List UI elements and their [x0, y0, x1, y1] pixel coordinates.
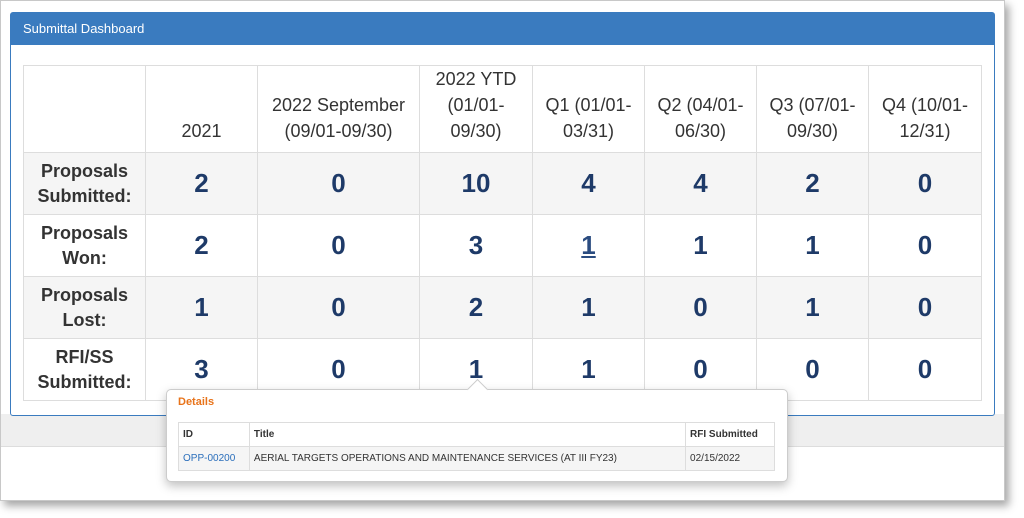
row-label: RFI/SS Submitted: [23, 338, 146, 401]
count: 1 [693, 230, 708, 260]
column-header: Q4 (10/01-12/31) [868, 65, 982, 153]
count: 2 [194, 168, 209, 198]
count-cell: 3 [145, 338, 258, 401]
panel-title: Submittal Dashboard [11, 13, 994, 45]
count-cell: 1 [756, 214, 869, 277]
corner-cell [23, 65, 146, 153]
details-table: ID Title RFI Submitted OPP-00200 AERIAL TARG… [178, 422, 775, 471]
count: 0 [693, 292, 708, 322]
column-header: 2022 September (09/01-09/30) [257, 65, 420, 153]
count-cell: 1 [644, 214, 757, 277]
window: Submittal Dashboard 2021 2022 September (… [0, 0, 1005, 501]
row-label: Proposals Won: [23, 214, 146, 277]
count: 10 [461, 168, 491, 198]
count: 1 [581, 292, 596, 322]
count-cell: 1 [532, 276, 645, 339]
count: 0 [693, 354, 708, 384]
count: 0 [917, 292, 933, 322]
column-header: Q2 (04/01-06/30) [644, 65, 757, 153]
count-cell: 1 [145, 276, 258, 339]
details-cell: 02/15/2022 [685, 446, 775, 471]
details-popover: Details ID Title RFI Submitted OPP-00200 AER… [166, 378, 788, 482]
count-cell: 4 [644, 152, 757, 215]
count: 0 [917, 168, 933, 198]
count: 0 [917, 354, 933, 384]
column-header: 2022 YTD (01/01-09/30) [419, 65, 533, 153]
count: 3 [194, 354, 209, 384]
count-cell: 3 [419, 214, 533, 277]
table-row: Proposals Won: 2 0 3 1 1 1 0 [23, 214, 982, 277]
count-cell: 1 [756, 276, 869, 339]
count: 0 [917, 230, 933, 260]
count: 4 [581, 168, 596, 198]
count: 1 [468, 354, 484, 384]
count: 3 [468, 230, 484, 260]
count-cell: 1 [532, 214, 645, 277]
details-cell: AERIAL TARGETS OPERATIONS AND MAINTENANC… [248, 446, 687, 471]
table-row: RFI/SS Submitted: 3 0 1 1 0 0 0 [23, 338, 982, 401]
details-header: RFI Submitted [685, 422, 775, 447]
count: 1 [805, 292, 820, 322]
count-cell: 0 [868, 276, 982, 339]
count-cell: 2 [756, 152, 869, 215]
count: 0 [331, 354, 346, 384]
popover-title: Details [178, 396, 215, 408]
table-row: Proposals Lost: 1 0 2 1 0 1 0 [23, 276, 982, 339]
count: 4 [693, 168, 708, 198]
count: 0 [331, 168, 346, 198]
count: 1 [581, 354, 596, 384]
details-header: Title [248, 422, 687, 447]
count: 2 [805, 168, 820, 198]
count-link[interactable]: 1 [581, 230, 596, 260]
count: 0 [331, 230, 346, 260]
count-cell: 0 [257, 214, 420, 277]
table-row: Proposals Submitted: 2 0 10 4 4 2 0 [23, 152, 982, 215]
count-cell: 0 [644, 276, 757, 339]
details-id-link[interactable]: OPP-00200 [178, 446, 250, 471]
row-label: Proposals Lost: [23, 276, 146, 339]
details-header: ID [178, 422, 250, 447]
count: 1 [194, 292, 209, 322]
count-cell: 10 [419, 152, 533, 215]
dashboard-table: 2021 2022 September (09/01-09/30) 2022 YTD… [23, 65, 982, 401]
count: 2 [194, 230, 209, 260]
count: 0 [331, 292, 346, 322]
column-header: Q3 (07/01-09/30) [756, 65, 869, 153]
count-cell: 0 [257, 276, 420, 339]
count-cell: 0 [868, 338, 982, 401]
panel: Submittal Dashboard 2021 2022 September (… [10, 12, 995, 416]
column-header: Q1 (01/01-03/31) [532, 65, 645, 153]
count-cell: 4 [532, 152, 645, 215]
count: 1 [805, 230, 820, 260]
row-label: Proposals Submitted: [23, 152, 146, 215]
column-header: 2021 [145, 65, 258, 153]
count-cell: 0 [257, 152, 420, 215]
count-cell: 2 [145, 214, 258, 277]
count: 2 [468, 292, 484, 322]
count-cell: 2 [145, 152, 258, 215]
count-cell: 2 [419, 276, 533, 339]
details-row: OPP-00200 AERIAL TARGETS OPERATIONS AND M… [178, 446, 775, 471]
count-cell: 0 [868, 152, 982, 215]
count: 0 [805, 354, 820, 384]
count-cell: 0 [868, 214, 982, 277]
